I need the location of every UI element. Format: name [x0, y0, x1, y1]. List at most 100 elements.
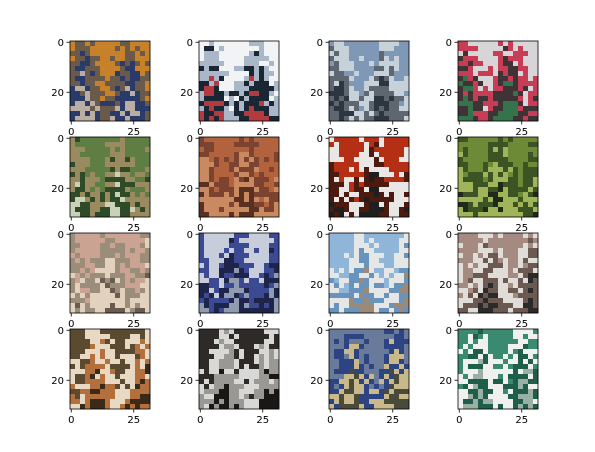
y-tick-label: 20 — [310, 376, 323, 387]
axes-frame — [457, 232, 539, 314]
x-tick-label: 25 — [127, 127, 140, 138]
y-tick-label: 0 — [187, 38, 193, 49]
pixel-image — [70, 41, 151, 122]
thumbnail-panel-cat: 0 20 0 25 — [51, 230, 151, 330]
y-tick-label: 20 — [51, 184, 64, 195]
pixel-image — [199, 41, 280, 122]
y-tick-label: 20 — [439, 376, 452, 387]
x-tick-label: 25 — [256, 223, 269, 234]
x-tick-label: 0 — [327, 415, 333, 426]
x-tick-label: 0 — [456, 127, 462, 138]
x-tick-label: 0 — [197, 127, 203, 138]
pixel-image — [458, 233, 539, 314]
thumbnail-panel-ship: 0 20 0 25 — [180, 38, 280, 138]
x-tick-label: 25 — [256, 319, 269, 330]
pixel-image — [70, 329, 151, 410]
x-tick-label: 25 — [386, 415, 399, 426]
x-tick-label: 25 — [515, 223, 528, 234]
pixel-image — [458, 137, 539, 218]
axes-frame — [69, 232, 151, 314]
axes-frame — [328, 232, 410, 314]
y-tick-label: 0 — [187, 134, 193, 145]
pixel-image — [70, 233, 151, 314]
x-tick-label: 0 — [327, 127, 333, 138]
x-tick-label: 0 — [456, 319, 462, 330]
pixel-image — [329, 41, 410, 122]
pixel-image — [458, 329, 539, 410]
axes-frame — [69, 328, 151, 410]
y-tick-label: 20 — [51, 376, 64, 387]
pixel-image — [329, 137, 410, 218]
y-tick-label: 20 — [439, 88, 452, 99]
y-tick-label: 20 — [310, 88, 323, 99]
y-tick-label: 0 — [58, 326, 64, 337]
pixel-image — [329, 233, 410, 314]
x-tick-label: 0 — [197, 415, 203, 426]
y-tick-label: 0 — [317, 230, 323, 241]
x-tick-label: 25 — [127, 319, 140, 330]
y-tick-label: 0 — [58, 230, 64, 241]
axes-frame — [457, 328, 539, 410]
y-tick-label: 20 — [310, 280, 323, 291]
pixel-image — [329, 329, 410, 410]
axes-frame — [198, 232, 280, 314]
x-tick-label: 0 — [327, 319, 333, 330]
y-tick-label: 0 — [58, 134, 64, 145]
x-tick-label: 0 — [197, 223, 203, 234]
axes-frame — [198, 136, 280, 218]
thumbnail-panel-ship: 0 20 0 25 — [439, 326, 539, 426]
thumbnail-panel-cat: 0 20 0 25 — [51, 38, 151, 138]
thumbnail-panel-ship: 0 20 0 25 — [310, 38, 410, 138]
x-tick-label: 0 — [456, 223, 462, 234]
pixel-image — [199, 233, 280, 314]
x-tick-label: 25 — [256, 127, 269, 138]
thumbnail-panel-frog: 0 20 0 25 — [180, 134, 280, 234]
thumbnail-panel-truck: 0 20 0 25 — [439, 230, 539, 330]
x-tick-label: 25 — [386, 127, 399, 138]
thumbnail-panel-frog: 0 20 0 25 — [51, 134, 151, 234]
y-tick-label: 0 — [446, 230, 452, 241]
x-tick-label: 25 — [515, 319, 528, 330]
thumbnail-panel-frog: 0 20 0 25 — [439, 134, 539, 234]
y-tick-label: 0 — [446, 326, 452, 337]
axes-frame — [328, 136, 410, 218]
y-tick-label: 20 — [180, 88, 193, 99]
x-tick-label: 25 — [127, 223, 140, 234]
pixel-image — [70, 137, 151, 218]
axes-frame — [198, 40, 280, 122]
y-tick-label: 20 — [180, 184, 193, 195]
y-tick-label: 0 — [317, 38, 323, 49]
axes-frame — [69, 40, 151, 122]
x-tick-label: 0 — [456, 415, 462, 426]
thumbnail-panel-automobile: 0 20 0 25 — [180, 230, 280, 330]
y-tick-label: 20 — [439, 280, 452, 291]
thumbnail-panel-truck: 0 20 0 25 — [310, 326, 410, 426]
x-tick-label: 0 — [68, 415, 74, 426]
x-tick-label: 0 — [68, 223, 74, 234]
y-tick-label: 20 — [180, 280, 193, 291]
y-tick-label: 20 — [180, 376, 193, 387]
y-tick-label: 0 — [446, 38, 452, 49]
y-tick-label: 0 — [58, 38, 64, 49]
x-tick-label: 0 — [68, 319, 74, 330]
x-tick-label: 25 — [256, 415, 269, 426]
axes-frame — [457, 136, 539, 218]
axes-frame — [328, 40, 410, 122]
thumbnail-panel-horse: 0 20 0 25 — [180, 326, 280, 426]
y-tick-label: 0 — [317, 326, 323, 337]
x-tick-label: 25 — [386, 223, 399, 234]
y-tick-label: 20 — [51, 280, 64, 291]
thumbnail-panel-automobile: 0 20 0 25 — [310, 134, 410, 234]
x-tick-label: 0 — [68, 127, 74, 138]
pixel-image — [199, 329, 280, 410]
y-tick-label: 20 — [439, 184, 452, 195]
thumbnail-panel-airplane: 0 20 0 25 — [439, 38, 539, 138]
y-tick-label: 20 — [51, 88, 64, 99]
axes-frame — [198, 328, 280, 410]
x-tick-label: 25 — [515, 127, 528, 138]
thumbnail-panel-dog: 0 20 0 25 — [51, 326, 151, 426]
pixel-image — [458, 41, 539, 122]
thumbnail-panel-airplane: 0 20 0 25 — [310, 230, 410, 330]
